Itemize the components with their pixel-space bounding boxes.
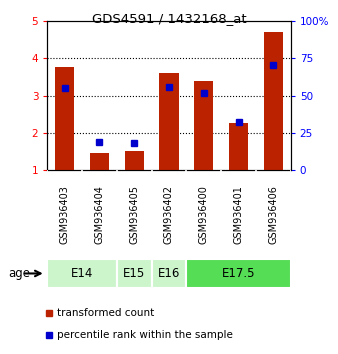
Text: GSM936401: GSM936401: [234, 185, 244, 244]
Text: GSM936400: GSM936400: [199, 185, 209, 244]
Bar: [152, 259, 186, 288]
Bar: [194, 81, 213, 170]
Bar: [186, 259, 291, 288]
Text: GSM936404: GSM936404: [94, 185, 104, 244]
Bar: [125, 152, 144, 170]
Text: transformed count: transformed count: [57, 308, 155, 318]
Bar: [90, 153, 109, 170]
Text: E15: E15: [123, 267, 145, 280]
Text: GSM936403: GSM936403: [60, 185, 70, 244]
Text: E16: E16: [158, 267, 180, 280]
Text: percentile rank within the sample: percentile rank within the sample: [57, 330, 233, 339]
Bar: [229, 124, 248, 170]
Bar: [160, 73, 178, 170]
Text: age: age: [8, 267, 30, 280]
Text: E17.5: E17.5: [222, 267, 255, 280]
Text: GSM936406: GSM936406: [268, 185, 278, 244]
Bar: [55, 67, 74, 170]
Bar: [47, 259, 117, 288]
Text: GDS4591 / 1432168_at: GDS4591 / 1432168_at: [92, 12, 246, 25]
Text: GSM936405: GSM936405: [129, 185, 139, 244]
Bar: [117, 259, 152, 288]
Bar: [264, 32, 283, 170]
Text: E14: E14: [71, 267, 93, 280]
Text: GSM936402: GSM936402: [164, 185, 174, 244]
